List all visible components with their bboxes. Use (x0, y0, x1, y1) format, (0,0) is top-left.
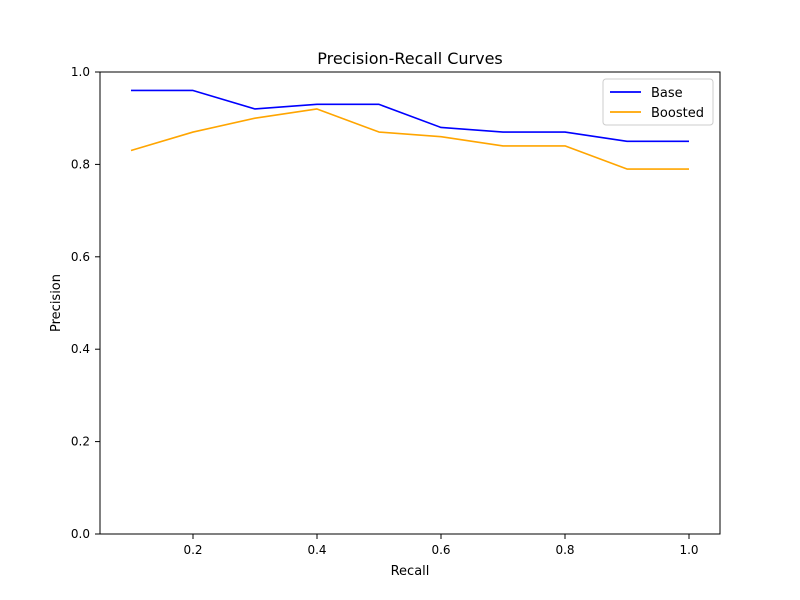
x-tick-label: 0.2 (183, 543, 202, 557)
x-axis-label: Recall (391, 564, 430, 579)
y-tick-label: 0.0 (71, 527, 90, 541)
x-tick-label: 0.8 (555, 543, 574, 557)
series-layer (130, 89, 689, 170)
series-line-base (131, 89, 689, 143)
plot-frame (99, 71, 721, 535)
legend: Base Boosted (602, 78, 714, 126)
y-tick-label: 0.2 (71, 435, 90, 449)
legend-box (602, 78, 714, 126)
y-tick-label: 0.6 (71, 250, 90, 264)
y-axis-label: Precision (49, 274, 64, 332)
y-tick-label: 1.0 (71, 65, 90, 79)
series-line-boosted (130, 108, 689, 170)
plot-area (99, 71, 721, 535)
legend-items: Base Boosted (610, 86, 704, 121)
legend-label-boosted: Boosted (651, 106, 704, 121)
x-axis: 0.2 0.4 0.6 0.8 1.0 (183, 534, 699, 557)
legend-label-base: Base (651, 86, 683, 101)
x-tick-label: 0.4 (307, 543, 326, 557)
y-tick-label: 0.8 (71, 157, 90, 171)
y-tick-label: 0.4 (71, 342, 90, 356)
x-tick-label: 0.6 (431, 543, 450, 557)
x-tick-label: 1.0 (679, 543, 698, 557)
y-axis: 0.0 0.2 0.4 0.6 0.8 1.0 (71, 65, 100, 541)
chart-title: Precision-Recall Curves (317, 49, 503, 68)
